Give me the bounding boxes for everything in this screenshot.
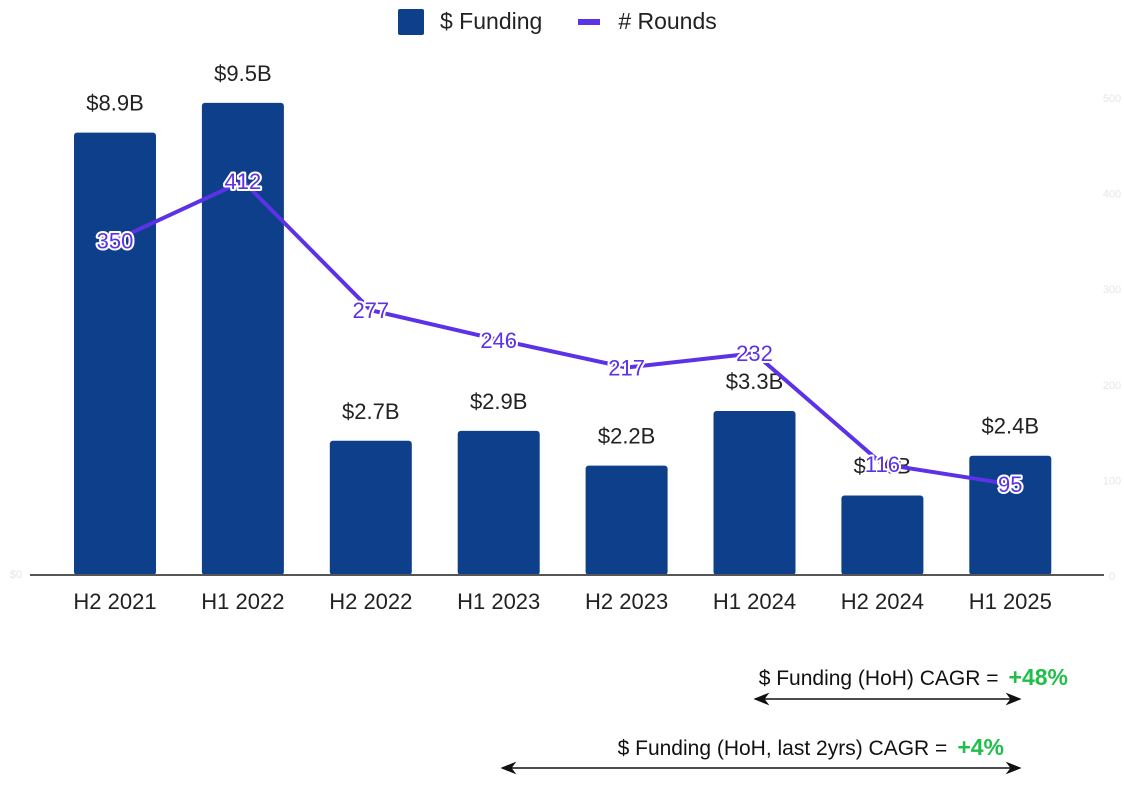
x-tick-label: H1 2022 [201, 589, 284, 614]
rounds-point-label: 350 [97, 228, 134, 253]
x-tick-label: H1 2023 [457, 589, 540, 614]
funding-bar [969, 455, 1052, 575]
x-tick-label: H1 2024 [713, 589, 796, 614]
right-axis-tick-label: 0 [1109, 571, 1115, 583]
cagr-annotation-2-text: $ Funding (HoH, last 2yrs) CAGR = [617, 737, 948, 760]
rounds-point-label: 116 [865, 452, 900, 477]
right-axis-tick-label: 400 [1103, 189, 1121, 201]
funding-bar [329, 440, 412, 575]
x-tick-label: H2 2023 [585, 589, 668, 614]
funding-bar-label: $2.2B [598, 424, 656, 449]
funding-bar-label: $8.9B [86, 91, 144, 116]
funding-bar [201, 102, 284, 575]
rounds-point-label: 277 [352, 298, 389, 323]
right-axis-tick-label: 200 [1103, 380, 1121, 392]
x-tick-label: H2 2021 [73, 589, 156, 614]
legend-funding-label: $ Funding [440, 8, 543, 34]
funding-bar-label: $3.3B [726, 369, 784, 394]
funding-bar [74, 132, 156, 576]
legend: $ Funding # Rounds [398, 8, 717, 35]
left-axis-tick-labels: $0 [10, 569, 22, 581]
cagr-annotation-2: $ Funding (HoH, last 2yrs) CAGR = +4% [618, 734, 1004, 761]
cagr-annotation-1-text: $ Funding (HoH) CAGR = [758, 667, 999, 690]
x-tick-label: H2 2024 [841, 589, 924, 614]
funding-bar [585, 465, 668, 575]
funding-bar-label: $9.5B [214, 61, 272, 86]
right-axis-tick-label: 500 [1103, 93, 1121, 105]
x-tick-label: H1 2025 [969, 589, 1052, 614]
line-data-labels: 350 412 277 246 217 232 116 95 [95, 167, 1025, 499]
rounds-point-label: 217 [608, 356, 645, 381]
rounds-point-label: 95 [998, 472, 1022, 497]
right-axis-tick-labels: 500 400 300 200 100 0 [1103, 93, 1121, 583]
funding-bar-label: $2.9B [470, 389, 528, 414]
legend-rounds-label: # Rounds [618, 8, 717, 34]
rounds-line [114, 179, 1011, 487]
cagr-annotation-2-value: +4% [957, 734, 1004, 760]
funding-bar-label: $2.7B [342, 399, 400, 424]
right-axis-tick-label: 300 [1103, 284, 1121, 296]
cagr-annotation-1-value: +48% [1008, 664, 1068, 690]
rounds-point-label: 246 [480, 328, 517, 353]
funding-bar [841, 495, 924, 575]
bar-data-labels: $8.9B$9.5B$2.7B $2.9B$2.2B$3.3B$1.6B$2.4B [86, 61, 1039, 479]
funding-bar [457, 430, 540, 575]
x-tick-label: H2 2022 [329, 589, 412, 614]
right-axis-tick-label: 100 [1103, 475, 1121, 487]
left-axis-tick-label: $0 [10, 569, 22, 581]
cagr-annotation-1: $ Funding (HoH) CAGR = +48% [759, 664, 1068, 691]
bar-series [74, 102, 1052, 576]
legend-funding-swatch [398, 8, 424, 35]
rounds-point-label: 412 [225, 169, 262, 194]
x-axis-tick-labels: H2 2021 H1 2022 H2 2022 H1 2023 H2 2023 H1 20… [73, 589, 1051, 614]
legend-rounds-swatch [578, 18, 601, 25]
funding-bar [713, 410, 796, 575]
rounds-point-label: 232 [736, 341, 773, 366]
funding-bar-label: $2.4B [982, 414, 1040, 439]
